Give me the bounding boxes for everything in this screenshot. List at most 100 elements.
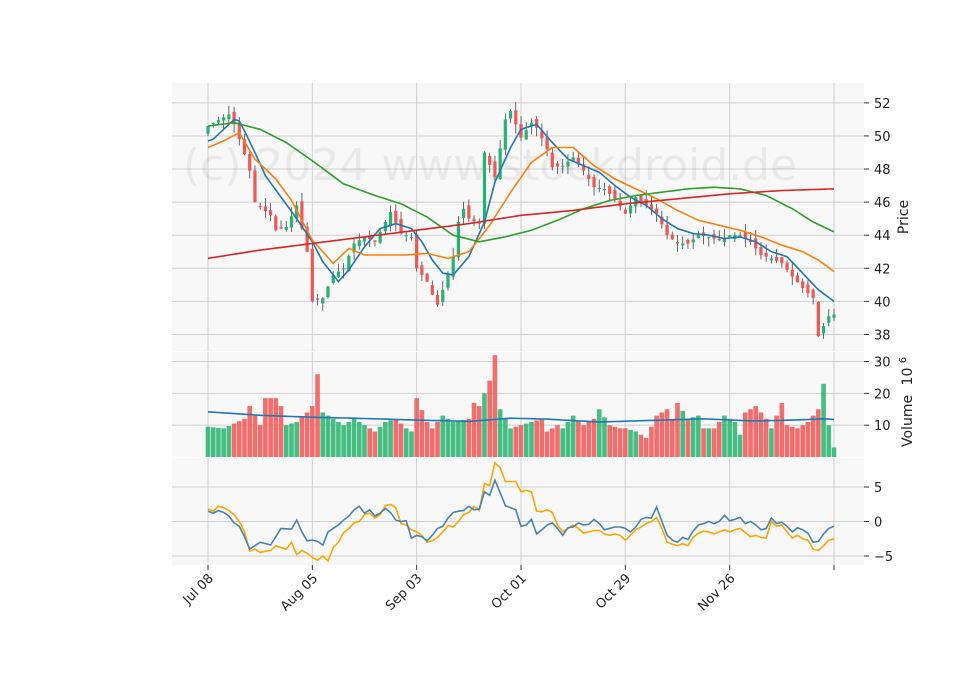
volume-bar bbox=[283, 425, 289, 457]
volume-bar bbox=[576, 420, 581, 457]
candle bbox=[373, 240, 377, 247]
candle-body bbox=[456, 221, 460, 258]
volume-bar bbox=[701, 428, 706, 457]
candle bbox=[472, 215, 476, 226]
candle bbox=[498, 140, 502, 181]
candle-body bbox=[832, 314, 836, 318]
volume-bar bbox=[414, 398, 419, 457]
volume-bar bbox=[513, 426, 519, 457]
candle bbox=[555, 160, 560, 175]
candle-body bbox=[420, 265, 424, 275]
candle-body bbox=[519, 124, 523, 138]
volume-bar bbox=[529, 422, 534, 457]
candle bbox=[587, 166, 591, 187]
volume-bar bbox=[560, 428, 566, 457]
volume-bar bbox=[330, 418, 336, 457]
candle-body bbox=[592, 177, 596, 188]
price-panel: (c) 2024 www.stockdroid.de 3840424446485… bbox=[172, 83, 912, 351]
candle bbox=[503, 113, 507, 156]
candle bbox=[477, 218, 481, 230]
volume-bar bbox=[346, 422, 352, 457]
volume-bar bbox=[654, 415, 659, 457]
candle-body bbox=[691, 239, 695, 243]
candle bbox=[795, 272, 800, 283]
volume-bar bbox=[247, 406, 253, 457]
volume-bar bbox=[706, 428, 712, 457]
candle-body bbox=[336, 271, 341, 278]
candle-body bbox=[477, 222, 481, 224]
volume-bar bbox=[779, 402, 785, 457]
volume-bar bbox=[555, 425, 560, 457]
candle-body bbox=[310, 248, 314, 302]
volume-bar bbox=[685, 418, 691, 457]
candle bbox=[482, 151, 487, 230]
candle bbox=[394, 204, 398, 232]
volume-bar bbox=[690, 417, 696, 457]
candle bbox=[279, 220, 283, 230]
candle-body bbox=[545, 136, 549, 150]
candle-body bbox=[279, 227, 283, 229]
candle bbox=[754, 230, 758, 256]
volume-bars bbox=[205, 355, 837, 457]
candle-body bbox=[451, 256, 455, 277]
candle bbox=[785, 260, 789, 273]
oscillator-line-a bbox=[207, 477, 835, 551]
volume-bar bbox=[445, 418, 451, 457]
volume-bar bbox=[336, 422, 341, 457]
volume-bar bbox=[351, 418, 357, 457]
candle-body bbox=[550, 152, 554, 168]
x-axis: Jul 08 Aug 05 Sep 03 Oct 01 Oct 29 Nov 26 bbox=[180, 565, 835, 614]
candle-body bbox=[728, 235, 732, 237]
volume-bar bbox=[789, 426, 795, 457]
candle bbox=[326, 285, 330, 299]
candle bbox=[409, 232, 414, 241]
candle bbox=[681, 236, 685, 250]
candle bbox=[430, 280, 434, 296]
candle-body bbox=[561, 165, 565, 167]
candle bbox=[227, 105, 231, 125]
candle-body bbox=[352, 243, 356, 253]
candle-body bbox=[435, 294, 440, 305]
volume-unit-base: 10 bbox=[900, 368, 916, 386]
volume-bar bbox=[409, 431, 414, 457]
volume-bar bbox=[289, 423, 294, 457]
volume-bar bbox=[310, 406, 315, 457]
candle-body bbox=[602, 188, 607, 191]
candle bbox=[263, 197, 267, 218]
candle-body bbox=[300, 201, 304, 229]
volume-bar bbox=[737, 434, 743, 457]
candle-body bbox=[446, 273, 450, 288]
volume-bar bbox=[221, 428, 226, 457]
x-tick-label: Nov 26 bbox=[695, 571, 738, 614]
candle bbox=[315, 293, 320, 306]
candle-body bbox=[785, 262, 789, 270]
oscillator-lines bbox=[207, 461, 835, 563]
candle bbox=[305, 222, 309, 252]
volume-bar bbox=[680, 410, 686, 457]
candle bbox=[462, 201, 466, 224]
candle bbox=[634, 195, 638, 214]
candle-body bbox=[206, 126, 210, 134]
volume-bar bbox=[466, 418, 472, 457]
price-y-tick-label: 52 bbox=[874, 97, 891, 112]
volume-bar bbox=[508, 428, 513, 457]
volume-bar bbox=[732, 422, 738, 457]
candle bbox=[571, 151, 575, 162]
candle bbox=[628, 197, 633, 218]
oscillator-panel: −5 0 5 bbox=[172, 458, 893, 565]
volume-bar bbox=[659, 412, 665, 457]
candle bbox=[206, 125, 210, 137]
candle bbox=[811, 288, 815, 305]
candle bbox=[216, 116, 221, 126]
candle-body bbox=[540, 130, 544, 139]
volume-bar bbox=[205, 426, 211, 457]
candle-body bbox=[237, 122, 241, 140]
volume-bar bbox=[617, 428, 623, 457]
candle bbox=[425, 272, 429, 283]
candle-body bbox=[326, 286, 330, 298]
oscillator-panel-background bbox=[172, 458, 864, 565]
candle-body bbox=[305, 226, 309, 252]
candle-body bbox=[441, 289, 445, 303]
volume-bar bbox=[826, 425, 832, 457]
